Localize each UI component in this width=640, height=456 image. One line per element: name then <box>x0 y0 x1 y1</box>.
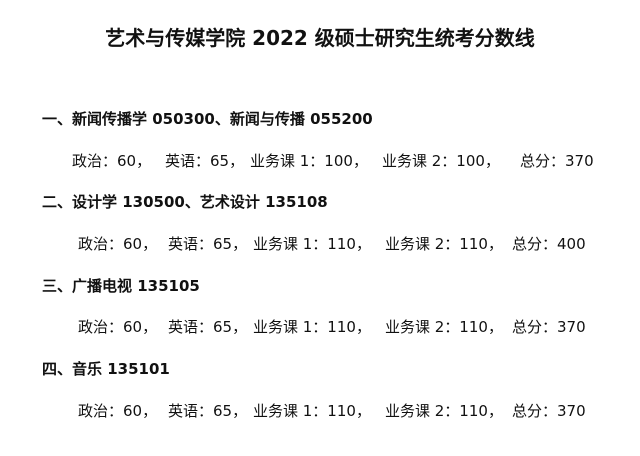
score-item: 政治：60， <box>78 235 158 253</box>
section-heading: 二、设计学 130500、艺术设计 135108 <box>42 193 328 211</box>
score-item: 业务课 2：110， <box>385 402 503 420</box>
score-item: 总分：370 <box>512 402 586 420</box>
score-item: 政治：60， <box>78 318 158 336</box>
score-item: 业务课 1：100， <box>250 152 368 170</box>
score-item: 总分：370 <box>520 152 594 170</box>
section-heading: 三、广播电视 135105 <box>42 277 200 295</box>
score-item: 英语：65， <box>168 402 248 420</box>
score-item: 英语：65， <box>165 152 245 170</box>
score-item: 总分：370 <box>512 318 586 336</box>
score-item: 总分：400 <box>512 235 586 253</box>
score-item: 业务课 1：110， <box>253 318 371 336</box>
score-item: 业务课 2：110， <box>385 318 503 336</box>
score-item: 政治：60， <box>78 402 158 420</box>
score-item: 业务课 1：110， <box>253 402 371 420</box>
section-heading: 四、音乐 135101 <box>42 360 170 378</box>
score-item: 政治：60， <box>72 152 152 170</box>
score-item: 英语：65， <box>168 318 248 336</box>
score-item: 英语：65， <box>168 235 248 253</box>
title: 艺术与传媒学院 2022 级硕士研究生统考分数线 <box>105 26 535 50</box>
score-item: 业务课 2：110， <box>385 235 503 253</box>
score-item: 业务课 1：110， <box>253 235 371 253</box>
score-item: 业务课 2：100， <box>382 152 500 170</box>
section-heading: 一、新闻传播学 050300、新闻与传播 055200 <box>42 110 373 128</box>
